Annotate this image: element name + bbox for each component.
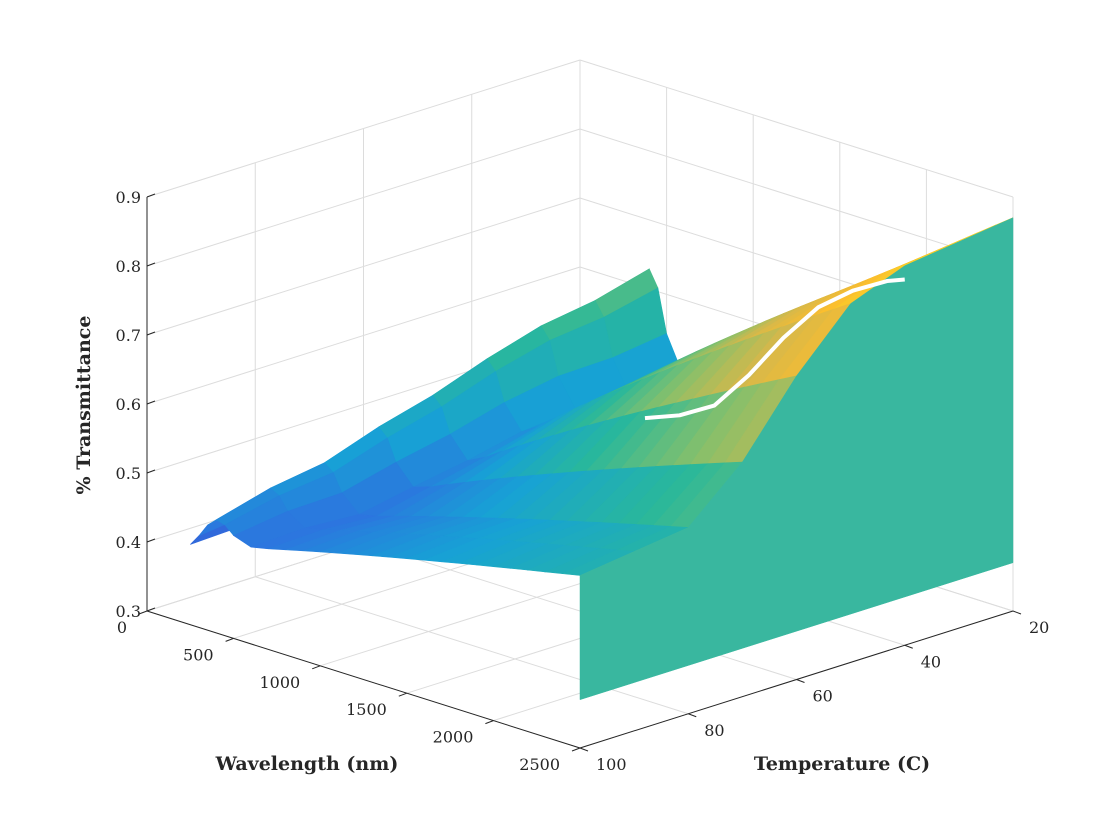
x-tick-label: 0: [117, 618, 127, 637]
back-wall-grid-line: [579, 128, 1014, 267]
y-tick-mark: [1012, 610, 1022, 615]
z-tick-mark: [146, 607, 156, 612]
y-tick-label: 20: [1029, 618, 1049, 637]
label-layer: Wavelength (nm) Temperature (C) % Transm…: [73, 188, 1049, 775]
x-tick-label: 2500: [519, 755, 560, 774]
y-tick-label: 60: [813, 687, 833, 706]
x-axis-line: [146, 610, 581, 749]
z-tick-label: 0.9: [116, 188, 141, 207]
x-tick-label: 1000: [259, 673, 300, 692]
y-tick-mark: [904, 644, 913, 649]
axis-layer: [138, 193, 1022, 752]
y-tick-mark: [796, 679, 805, 683]
y-tick-label: 100: [596, 755, 627, 774]
z-tick-mark: [146, 262, 156, 267]
z-tick-mark: [146, 193, 156, 198]
side-wall-grid-line: [146, 266, 581, 405]
side-wall-grid-line: [146, 59, 581, 198]
y-tick-mark: [688, 713, 697, 718]
highlight-series-line: [644, 277, 905, 421]
y-axis-title: Temperature (C): [754, 753, 930, 775]
z-tick-label: 0.5: [116, 464, 141, 483]
z-tick-label: 0.4: [116, 533, 141, 552]
x-axis-title: Wavelength (nm): [215, 753, 399, 775]
floor-grid-line: [255, 576, 689, 715]
x-tick-mark: [485, 720, 494, 725]
x-tick-label: 1500: [346, 700, 387, 719]
y-tick-mark: [579, 747, 589, 752]
z-tick-mark: [146, 400, 156, 405]
x-tick-mark: [398, 692, 407, 697]
z-tick-label: 0.8: [116, 257, 141, 276]
x-tick-mark: [312, 665, 321, 670]
side-wall-grid-line: [146, 128, 581, 267]
z-tick-mark: [146, 469, 156, 474]
x-tick-mark: [138, 610, 148, 615]
surface-end-face: [579, 217, 1014, 701]
z-tick-label: 0.6: [116, 395, 141, 414]
z-tick-label: 0.3: [116, 602, 141, 621]
x-tick-label: 500: [183, 645, 214, 664]
x-tick-label: 2000: [433, 728, 474, 747]
z-tick-label: 0.7: [116, 326, 141, 345]
side-wall-grid-line: [146, 197, 581, 336]
z-tick-mark: [146, 538, 156, 543]
back-wall-grid-line: [579, 59, 1014, 198]
z-axis-title: % Transmittance: [73, 316, 95, 495]
z-tick-mark: [146, 331, 156, 336]
surface-layer: [190, 217, 1014, 701]
x-tick-mark: [571, 747, 581, 752]
y-tick-label: 40: [921, 652, 941, 671]
x-tick-mark: [225, 637, 234, 642]
y-tick-label: 80: [704, 721, 724, 740]
